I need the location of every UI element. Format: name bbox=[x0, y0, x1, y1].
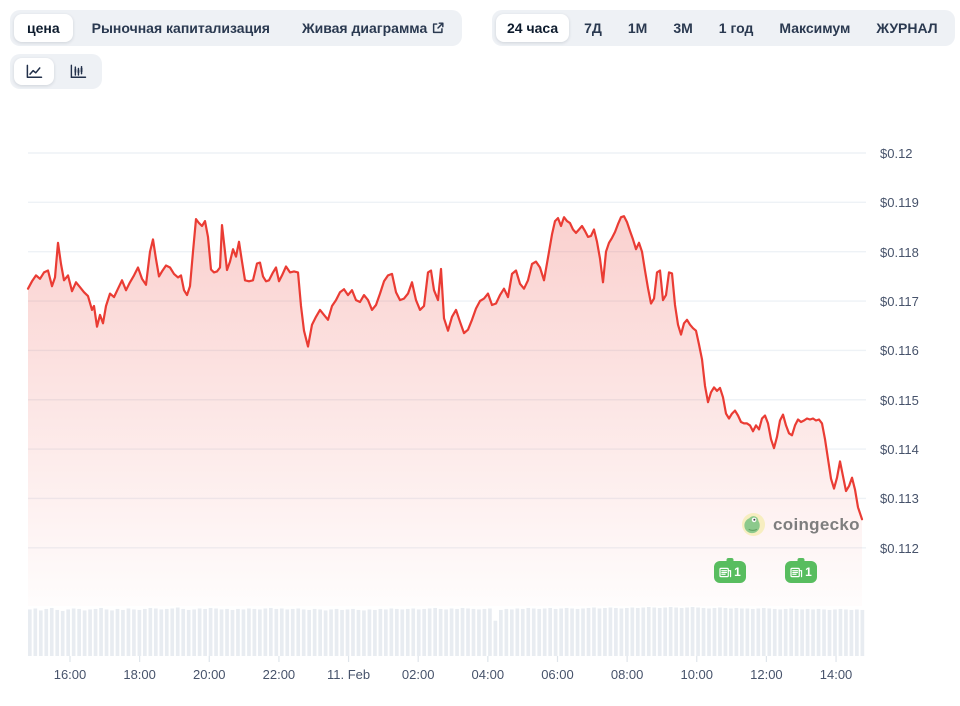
y-axis-label: $0.112 bbox=[880, 540, 919, 556]
news-event-count: 1 bbox=[805, 565, 812, 579]
range-1m[interactable]: 1М bbox=[617, 14, 658, 42]
x-axis-label: 06:00 bbox=[541, 667, 574, 682]
x-axis-label: 02:00 bbox=[401, 667, 435, 682]
tab-live-chart[interactable]: Живая диаграмма bbox=[289, 14, 458, 42]
tab-live-chart-label: Живая диаграмма bbox=[301, 20, 428, 36]
x-axis-label: 20:00 bbox=[192, 667, 226, 682]
y-axis-label: $0.117 bbox=[880, 294, 919, 310]
news-event-badge[interactable]: 1 bbox=[785, 561, 817, 583]
y-axis-label: $0.116 bbox=[880, 343, 919, 359]
newspaper-icon bbox=[790, 567, 803, 577]
x-axis-label: 12:00 bbox=[750, 667, 783, 682]
y-axis-label: $0.118 bbox=[880, 244, 919, 260]
news-event-count: 1 bbox=[734, 565, 741, 579]
x-tick-marks bbox=[69, 656, 837, 662]
x-axis-label: 14:00 bbox=[819, 667, 853, 682]
external-link-icon bbox=[433, 22, 444, 34]
line-chart-icon bbox=[26, 64, 43, 78]
coingecko-watermark: coingecko bbox=[741, 512, 860, 537]
x-axis-label: 10:00 bbox=[680, 667, 714, 682]
line-chart-toggle[interactable] bbox=[14, 58, 54, 85]
y-axis-label: $0.12 bbox=[880, 146, 913, 161]
x-axis-label: 16:00 bbox=[53, 667, 87, 682]
range-1y[interactable]: 1 год bbox=[708, 14, 765, 42]
x-axis-label: 08:00 bbox=[610, 667, 644, 682]
candlestick-chart-icon bbox=[70, 64, 87, 78]
tab-market-cap[interactable]: Рыночная капитализация bbox=[79, 14, 283, 42]
x-axis-label: 11. Feb bbox=[326, 667, 371, 682]
range-log[interactable]: ЖУРНАЛ bbox=[865, 14, 948, 42]
newspaper-icon bbox=[719, 567, 732, 577]
range-7d[interactable]: 7Д bbox=[573, 14, 613, 42]
y-axis-label: $0.114 bbox=[880, 442, 919, 458]
volume-bars bbox=[28, 607, 865, 656]
range-3m[interactable]: 3М bbox=[662, 14, 703, 42]
coingecko-watermark-text: coingecko bbox=[773, 514, 860, 534]
metric-tab-group: цена Рыночная капитализация Живая диагра… bbox=[10, 10, 463, 46]
y-axis-label: $0.119 bbox=[880, 195, 919, 211]
tab-price[interactable]: цена bbox=[14, 14, 73, 42]
candlestick-chart-toggle[interactable] bbox=[58, 58, 98, 85]
x-axis-label: 22:00 bbox=[262, 667, 296, 682]
x-axis-label: 18:00 bbox=[123, 667, 156, 682]
range-24h[interactable]: 24 часа bbox=[496, 14, 570, 42]
range-tab-group: 24 часа 7Д 1М 3М 1 год Максимум ЖУРНАЛ bbox=[492, 10, 955, 46]
x-axis-label: 04:00 bbox=[471, 667, 505, 682]
y-axis-label: $0.115 bbox=[880, 392, 919, 408]
price-line bbox=[26, 215, 864, 521]
y-axis-label: $0.113 bbox=[880, 491, 919, 507]
range-max[interactable]: Максимум bbox=[768, 14, 861, 42]
chart-type-toggle-group bbox=[10, 54, 102, 89]
price-area bbox=[28, 216, 862, 606]
news-event-badge[interactable]: 1 bbox=[714, 561, 746, 583]
coingecko-logo-icon bbox=[741, 512, 766, 537]
